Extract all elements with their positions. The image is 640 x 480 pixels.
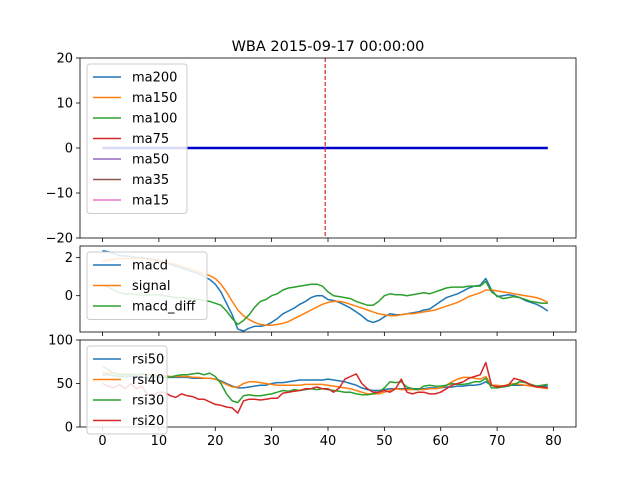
legend-box [86, 251, 208, 320]
y-tick-label: −10 [46, 187, 73, 202]
y-tick-label: 10 [56, 97, 73, 112]
x-tick-label: 50 [376, 434, 393, 449]
chart-title: WBA 2015-09-17 00:00:00 [232, 39, 425, 55]
y-tick-label: 0 [65, 142, 73, 157]
y-tick-label: 0 [65, 421, 73, 436]
y-tick-label: 0 [65, 289, 73, 304]
legend-label-ma75: ma75 [132, 132, 169, 147]
plot-area [102, 361, 548, 414]
x-tick-label: 20 [207, 434, 224, 449]
legend-label-signal: signal [132, 279, 170, 294]
x-tick-label: 70 [489, 434, 506, 449]
legend-label-rsi20: rsi20 [132, 414, 164, 429]
y-tick-label: 50 [56, 377, 73, 392]
legend-box [86, 345, 168, 435]
legend-box [86, 63, 188, 214]
legend-label-ma150: ma150 [132, 91, 177, 106]
panel-1: 0 2 macd signal macd_diff [65, 245, 577, 336]
legend-label-rsi30: rsi30 [132, 394, 164, 409]
legend-label-ma35: ma35 [132, 173, 169, 188]
axes-frame [79, 339, 577, 428]
x-tick-label: 40 [320, 434, 337, 449]
series-line-rsi20 [102, 361, 548, 414]
axes-frame [79, 57, 577, 239]
legend-label-ma50: ma50 [132, 153, 169, 168]
y-tick-label: 100 [48, 334, 73, 349]
x-tick-label: 10 [151, 434, 168, 449]
series-line-rsi50 [102, 374, 548, 392]
panel-0: −20 −10 0 10 20 ma200 ma150 ma100 ma75 ma50 ma35 ma… [46, 52, 577, 247]
x-tick-label: 60 [432, 434, 449, 449]
legend-label-rsi40: rsi40 [132, 373, 164, 388]
x-tick-label: 30 [263, 434, 280, 449]
legend-label-ma100: ma100 [132, 112, 177, 127]
legend-label-rsi50: rsi50 [132, 353, 164, 368]
legend-label-ma15: ma15 [132, 194, 169, 209]
legend-label-ma200: ma200 [132, 71, 177, 86]
y-tick-label: −20 [46, 232, 73, 247]
panel-2: 0 50 100 0 10 20 30 40 50 60 70 80 rsi50 rsi40 rsi30 rs… [48, 334, 577, 449]
axes-frame [79, 245, 577, 333]
y-tick-label: 2 [65, 251, 73, 266]
x-tick-label: 80 [545, 434, 562, 449]
legend-label-macd_diff: macd_diff [132, 300, 196, 315]
series-line-rsi40 [102, 372, 548, 395]
legend-label-macd: macd [132, 259, 168, 274]
y-tick-label: 20 [56, 52, 73, 67]
x-tick-label: 0 [98, 434, 106, 449]
